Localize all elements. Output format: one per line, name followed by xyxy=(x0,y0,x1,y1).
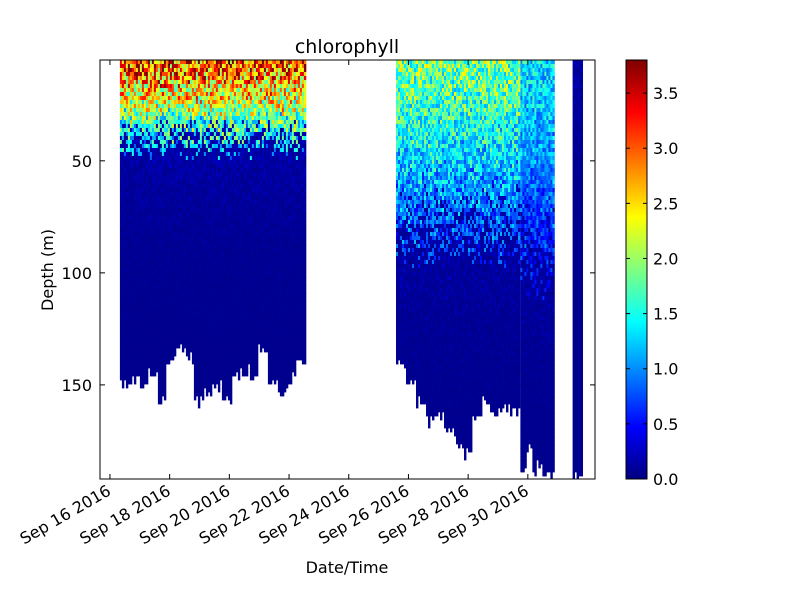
colorbar-tick-label-4: 1.5 xyxy=(653,305,678,324)
x-axis-label: Date/Time xyxy=(306,558,389,577)
chart-title: chlorophyll xyxy=(295,36,399,58)
colorbar-tick-label-2: 0.5 xyxy=(653,415,678,434)
colorbar xyxy=(626,60,647,479)
y-tick-label-1: 50 xyxy=(72,152,92,171)
colorbar-tick-label-8: 3.5 xyxy=(653,84,678,103)
colorbar-tick-label-5: 2.0 xyxy=(653,249,678,268)
profile-segment-3 xyxy=(520,60,554,480)
profile-segment-4 xyxy=(573,60,583,480)
colorbar-tick-label-7: 3.0 xyxy=(653,139,678,158)
colorbar-tick-label-3: 1.0 xyxy=(653,360,678,379)
colorbar-tick-label-1: 0.0 xyxy=(653,470,678,489)
y-axis-label: Depth (m) xyxy=(38,229,57,311)
y-tick-label-2: 100 xyxy=(61,264,92,283)
profile-segment-2 xyxy=(396,60,520,460)
y-tick-label-3: 150 xyxy=(61,376,92,395)
profile-segment-1 xyxy=(120,60,306,408)
colorbar-tick-label-6: 2.5 xyxy=(653,194,678,213)
